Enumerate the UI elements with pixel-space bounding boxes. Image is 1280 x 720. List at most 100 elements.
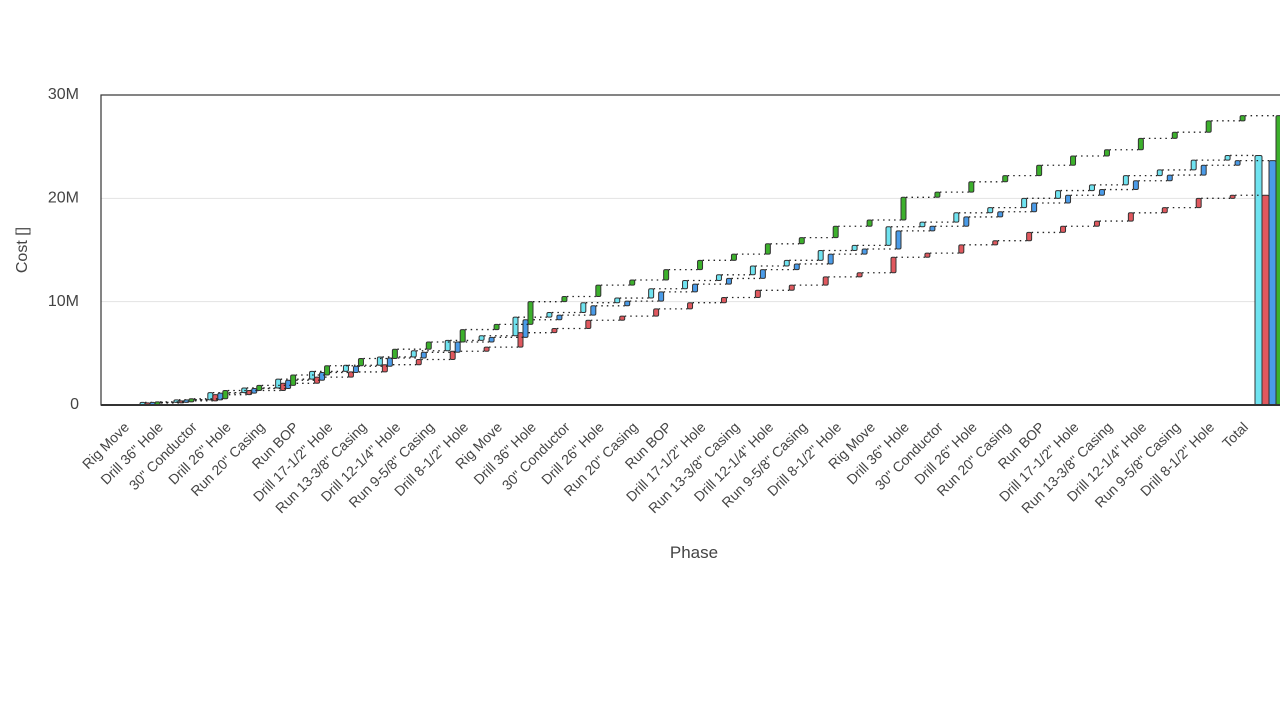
bar bbox=[449, 350, 456, 361]
bar bbox=[512, 316, 519, 337]
bar bbox=[410, 350, 417, 358]
bar bbox=[222, 390, 229, 400]
bar bbox=[1065, 194, 1072, 204]
bar bbox=[319, 371, 326, 381]
bar bbox=[1239, 115, 1246, 122]
bar bbox=[290, 374, 297, 386]
bar bbox=[663, 269, 670, 281]
bar bbox=[256, 384, 263, 392]
bar bbox=[749, 265, 756, 276]
bar bbox=[764, 243, 771, 255]
bar bbox=[992, 240, 999, 246]
bar bbox=[968, 181, 975, 193]
bar bbox=[856, 272, 863, 278]
bar bbox=[415, 359, 422, 366]
bar bbox=[1156, 169, 1163, 177]
bar bbox=[725, 277, 732, 285]
bar bbox=[1070, 155, 1077, 166]
bar bbox=[1166, 174, 1173, 182]
bar bbox=[357, 358, 364, 367]
bar bbox=[420, 351, 427, 359]
bar bbox=[207, 392, 214, 401]
bar bbox=[987, 207, 994, 214]
bar bbox=[1026, 231, 1033, 242]
bar bbox=[1224, 154, 1231, 161]
bar bbox=[997, 211, 1004, 218]
bar bbox=[1060, 225, 1067, 233]
bar bbox=[280, 382, 287, 392]
bar bbox=[1200, 164, 1207, 176]
bar bbox=[459, 329, 466, 343]
bar bbox=[1127, 212, 1134, 222]
bar bbox=[861, 248, 868, 255]
bar bbox=[759, 269, 766, 279]
bar bbox=[1190, 159, 1197, 171]
bar bbox=[682, 279, 689, 290]
bar bbox=[900, 196, 907, 221]
bar bbox=[546, 312, 553, 318]
bar bbox=[1132, 180, 1139, 191]
bar bbox=[963, 216, 970, 227]
bar bbox=[347, 371, 354, 378]
x-tick-label: Total bbox=[1219, 419, 1251, 451]
y-tick-label: 10M bbox=[48, 293, 79, 310]
bar bbox=[715, 274, 722, 281]
bar bbox=[783, 259, 790, 267]
bar bbox=[1161, 207, 1168, 214]
bar bbox=[454, 341, 461, 353]
bar bbox=[517, 332, 524, 348]
bar bbox=[827, 253, 834, 265]
bar bbox=[1098, 189, 1105, 196]
bar bbox=[1137, 137, 1144, 151]
bar bbox=[425, 341, 432, 350]
bar bbox=[851, 244, 858, 252]
bar bbox=[493, 323, 500, 331]
total-bar bbox=[1261, 194, 1270, 406]
bar bbox=[488, 336, 495, 343]
bar bbox=[1195, 197, 1202, 209]
bar bbox=[342, 364, 349, 372]
bar bbox=[590, 305, 597, 316]
bar bbox=[687, 302, 694, 310]
bar bbox=[953, 212, 960, 223]
bar bbox=[1171, 131, 1178, 139]
bar bbox=[919, 221, 926, 228]
bar bbox=[697, 259, 704, 271]
bar bbox=[595, 284, 602, 297]
bar bbox=[720, 297, 727, 304]
bar bbox=[1055, 190, 1062, 199]
bar bbox=[866, 219, 873, 227]
bar bbox=[585, 319, 592, 330]
bar bbox=[929, 225, 936, 232]
bar bbox=[478, 335, 485, 341]
bar bbox=[285, 379, 292, 389]
bar bbox=[653, 308, 660, 317]
bar bbox=[527, 301, 534, 325]
bar bbox=[1093, 220, 1100, 227]
bar bbox=[444, 339, 451, 352]
bar bbox=[1036, 164, 1043, 177]
bar bbox=[890, 256, 897, 274]
bar bbox=[1031, 202, 1038, 213]
bar bbox=[1088, 184, 1095, 192]
bar bbox=[1205, 120, 1212, 133]
bar bbox=[885, 226, 892, 246]
bar bbox=[522, 319, 529, 338]
bar bbox=[629, 279, 636, 286]
bar bbox=[386, 357, 393, 367]
bar bbox=[624, 300, 631, 307]
bar bbox=[483, 346, 490, 352]
bar bbox=[352, 365, 359, 373]
bar bbox=[391, 348, 398, 360]
bar bbox=[1229, 194, 1236, 199]
bar bbox=[275, 378, 282, 389]
bar bbox=[1103, 149, 1110, 157]
total-bar bbox=[1275, 115, 1280, 406]
bar bbox=[1122, 175, 1129, 186]
bar bbox=[561, 296, 568, 303]
bar bbox=[692, 283, 699, 293]
x-axis-label: Phase bbox=[670, 543, 718, 562]
bar bbox=[793, 263, 800, 271]
